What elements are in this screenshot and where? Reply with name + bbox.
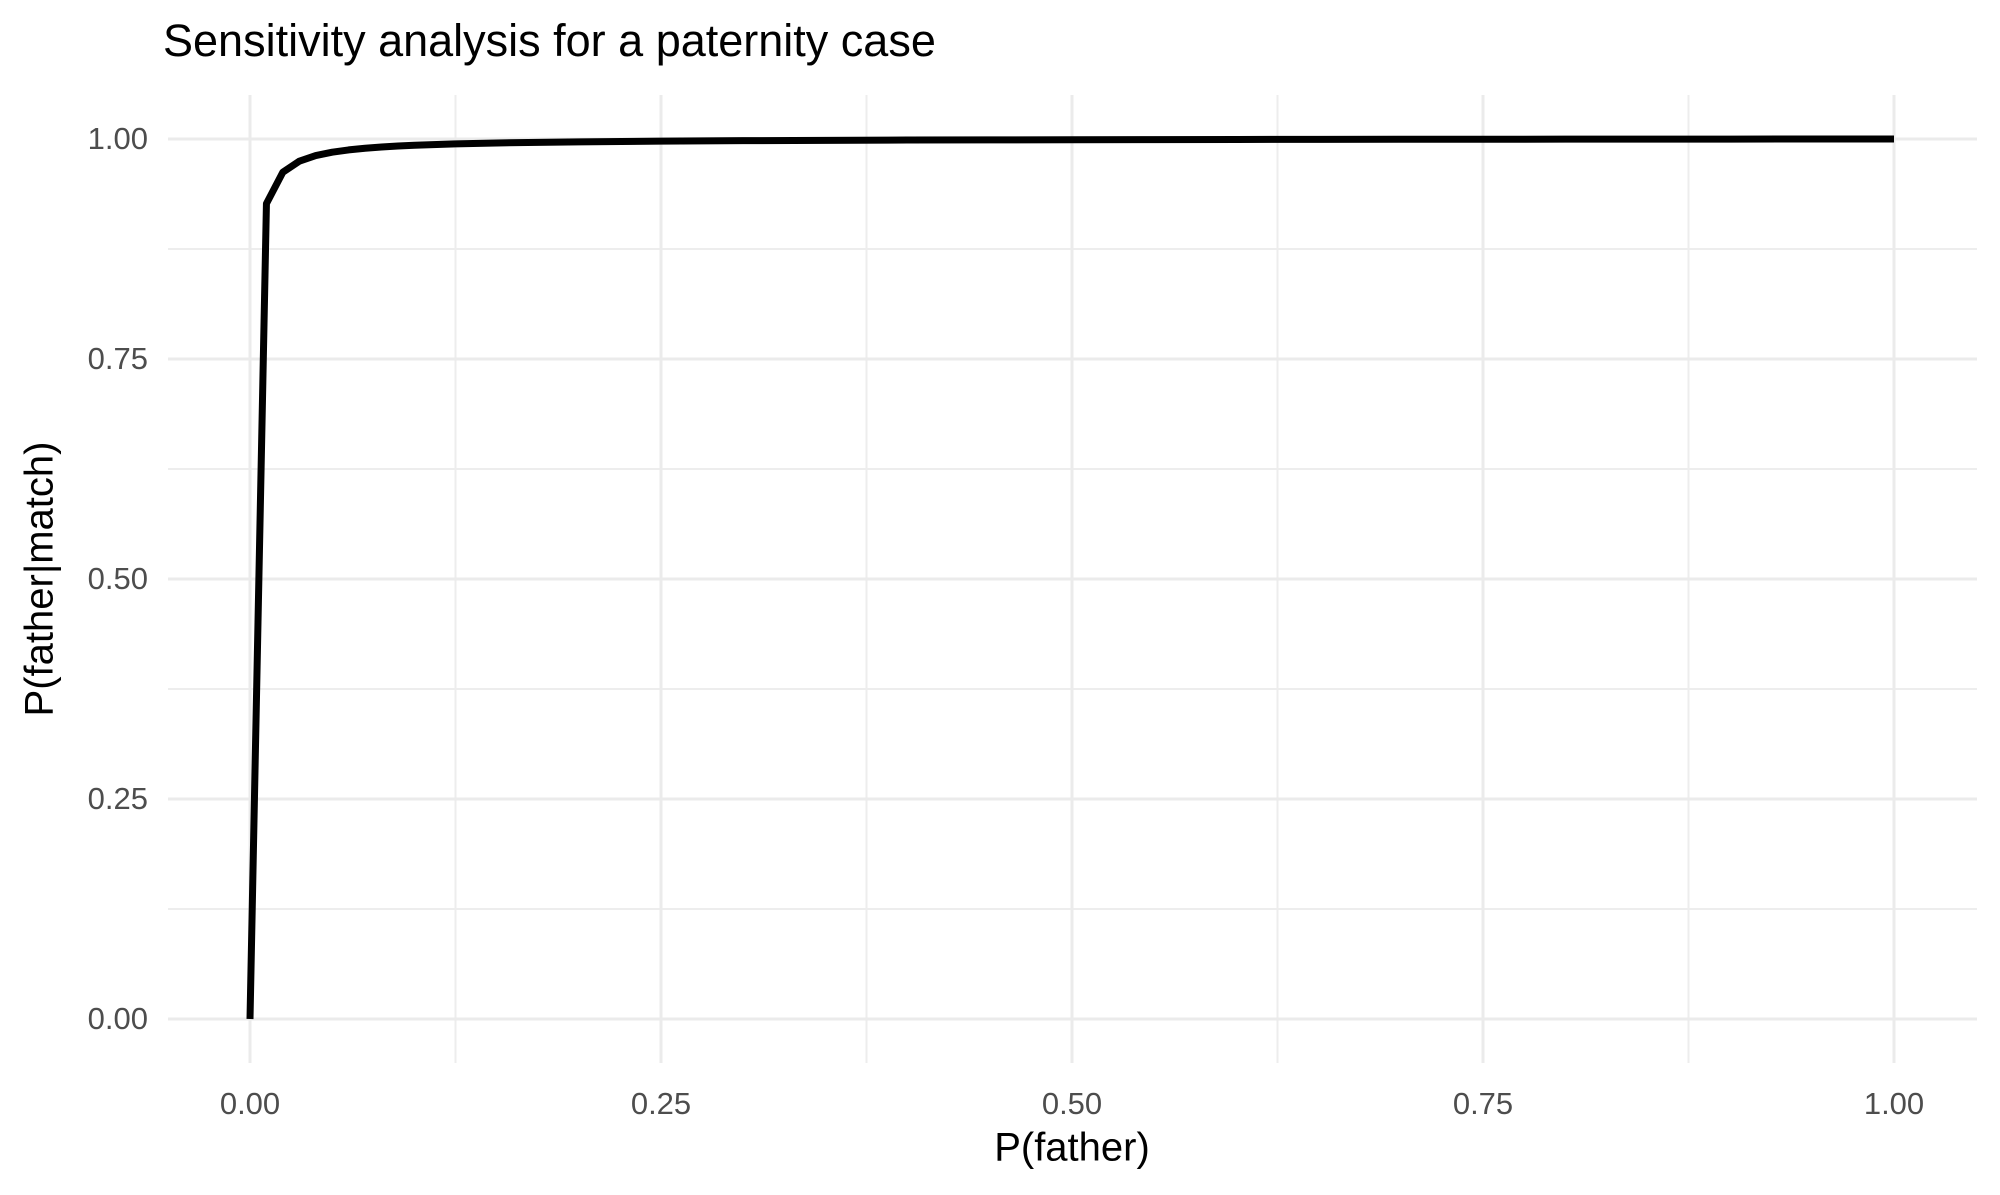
x-axis-tick-label: 1.00 [1863, 1086, 1925, 1121]
y-axis-tick-label: 0.25 [87, 781, 148, 816]
x-axis-tick-label: 0.50 [1041, 1086, 1103, 1121]
x-axis-tick-label: 0.75 [1452, 1086, 1514, 1121]
x-axis-tick-label: 0.00 [219, 1086, 281, 1121]
x-axis-title: P(father) [994, 1125, 1150, 1170]
y-axis-tick-label: 0.00 [87, 1001, 148, 1036]
y-axis-tick-label: 0.75 [87, 341, 148, 376]
y-axis-title: P(father|match) [17, 441, 62, 717]
posterior-probability-curve [246, 135, 1894, 1020]
x-axis-tick-label: 0.25 [630, 1086, 692, 1121]
y-axis-tick-label: 0.50 [87, 561, 148, 596]
chart-title: Sensitivity analysis for a paternity cas… [163, 15, 936, 66]
y-axis-tick-label: 1.00 [87, 121, 148, 156]
